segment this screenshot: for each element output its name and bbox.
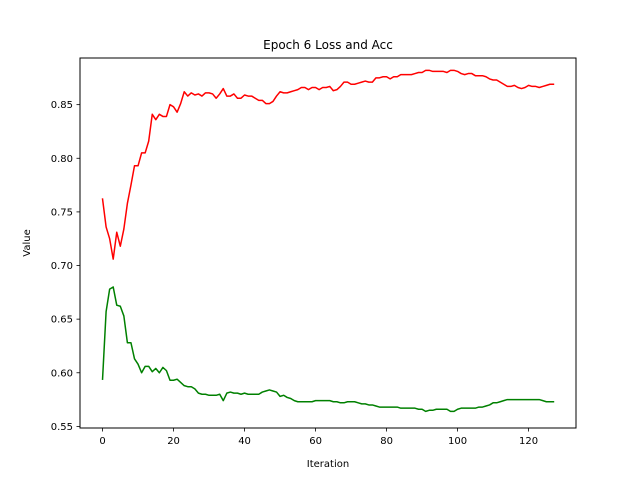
y-tick-label: 0.65 [51, 315, 73, 326]
y-tick-label: 0.80 [51, 154, 73, 165]
x-tick-label: 0 [99, 436, 105, 447]
y-tick-label: 0.70 [51, 261, 73, 272]
x-tick-label: 80 [380, 436, 393, 447]
y-axis-label: Value [22, 229, 33, 256]
x-tick-label: 120 [519, 436, 538, 447]
plot-frame [79, 57, 577, 429]
y-tick-label: 0.55 [51, 422, 73, 433]
series-line-0 [101, 69, 555, 260]
y-axis: 0.55 0.60 0.65 0.70 0.75 0.80 0.85 [51, 100, 80, 433]
x-tick-label: 100 [448, 436, 467, 447]
y-tick-label: 0.85 [51, 100, 73, 111]
x-axis-label: Iteration [307, 459, 349, 470]
x-axis: 0 20 40 60 80 100 120 [99, 428, 538, 447]
y-tick-label: 0.60 [51, 368, 73, 379]
series-layer [101, 69, 555, 413]
chart-title: Epoch 6 Loss and Acc [263, 38, 393, 52]
series-line-1 [101, 286, 555, 413]
x-tick-label: 60 [309, 436, 322, 447]
x-tick-label: 40 [238, 436, 251, 447]
y-tick-label: 0.75 [51, 207, 73, 218]
x-tick-label: 20 [167, 436, 180, 447]
